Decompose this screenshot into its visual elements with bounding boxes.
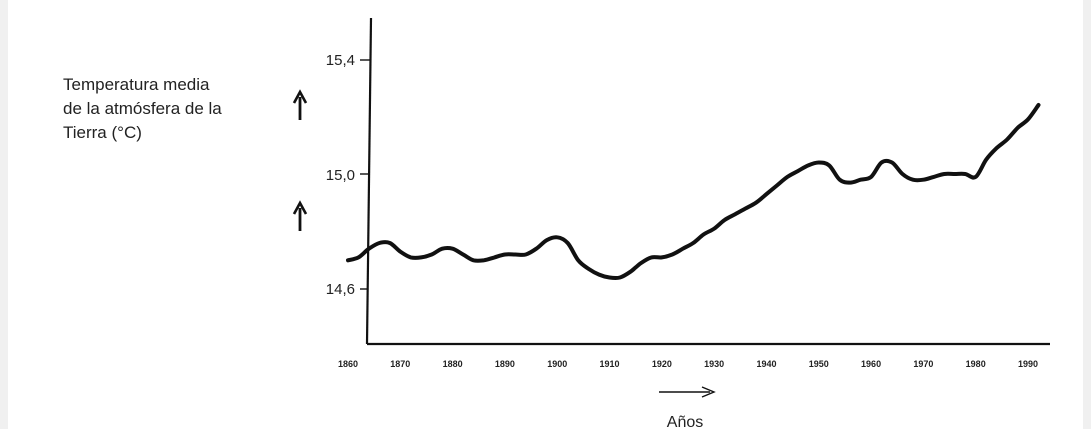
x-tick-group: 1860 1870 1880 1890 1900 1910 1920 1930 1940 1950…	[338, 359, 1038, 369]
right-arrow-icon	[659, 386, 716, 398]
y-tick-label: 15,0	[326, 167, 355, 184]
x-tick-label: 1880	[443, 359, 463, 369]
y-axis-title-line-2: de la atmósfera de la	[63, 99, 222, 118]
x-tick-label: 1940	[756, 359, 776, 369]
x-tick-label: 1970	[913, 359, 933, 369]
x-tick-label: 1860	[338, 359, 358, 369]
y-tick-group: 15,4 15,0 14,6	[326, 52, 370, 298]
y-tick-label: 15,4	[326, 52, 355, 69]
line-chart: Temperatura media de la atmósfera de la …	[63, 17, 1050, 429]
up-arrow-icon	[292, 200, 308, 231]
up-arrow-icon	[292, 89, 308, 120]
x-tick-label: 1960	[861, 359, 881, 369]
x-tick-label: 1890	[495, 359, 515, 369]
y-axis-title-line-3: Tierra (°C)	[63, 123, 142, 142]
x-tick-label: 1950	[809, 359, 829, 369]
y-tick-label: 14,6	[326, 281, 355, 298]
x-tick-label: 1910	[600, 359, 620, 369]
x-axis-title: Años	[667, 414, 703, 429]
chart-figure: Temperatura media de la atmósfera de la …	[8, 0, 1083, 429]
x-tick-label: 1920	[652, 359, 672, 369]
x-tick-label: 1930	[704, 359, 724, 369]
y-axis-title-line-1: Temperatura media	[63, 75, 210, 94]
x-tick-label: 1870	[390, 359, 410, 369]
x-tick-label: 1990	[1018, 359, 1038, 369]
temperature-series-line	[346, 103, 1041, 281]
x-tick-label: 1900	[547, 359, 567, 369]
y-axis	[365, 17, 373, 345]
x-tick-label: 1980	[966, 359, 986, 369]
